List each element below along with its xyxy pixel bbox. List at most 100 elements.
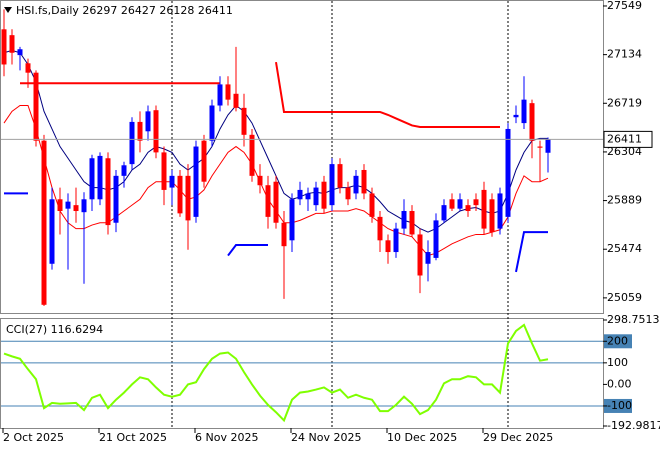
x-tick-label: 10 Dec 2025 (387, 431, 457, 444)
y-tick-label: 25474 (607, 242, 642, 255)
candle-body (329, 164, 335, 206)
y-tick-label: -192.9817 (607, 419, 660, 432)
level-label-box (604, 334, 632, 349)
y-tick-label: 25889 (607, 194, 642, 207)
candle-body (137, 121, 143, 141)
candle-body (345, 187, 351, 200)
indicator-title: CCI(27) 116.6294 (6, 323, 103, 336)
symbol-marker (4, 7, 12, 13)
candle-body (97, 155, 103, 200)
candle-body (521, 99, 527, 124)
last-price-box (603, 130, 653, 148)
candle-body (249, 134, 255, 176)
candle-body (393, 228, 399, 253)
candle-body (201, 140, 207, 182)
candle-body (1, 29, 7, 65)
candle-body (177, 175, 183, 214)
candle-body (209, 105, 215, 141)
candle-body (465, 205, 471, 212)
candle-body (49, 199, 55, 264)
candle-body (313, 187, 319, 206)
candle-body (113, 175, 119, 223)
cci-line (3, 323, 549, 423)
y-tick-label: -100 (607, 399, 632, 412)
candle-body (297, 189, 303, 200)
candle-body (481, 189, 487, 229)
level-label-box (604, 398, 632, 413)
candle-body (489, 199, 495, 233)
y-tick-label: 27549 (607, 0, 642, 12)
candle-body (473, 199, 479, 206)
candle-body (449, 199, 455, 209)
candle-body (369, 193, 375, 217)
y-tick-label: 100 (607, 356, 628, 369)
y-tick-label: 0.00 (607, 377, 632, 390)
indicator-line (20, 61, 500, 128)
x-tick-label: 6 Nov 2025 (195, 431, 258, 444)
candle-body (17, 49, 23, 56)
candle-body (289, 199, 295, 241)
cci-panel-frame (0, 318, 604, 429)
x-tick-label: 21 Oct 2025 (99, 431, 167, 444)
candle-body (409, 211, 415, 235)
candle-body (281, 222, 287, 247)
candle-body (217, 84, 223, 106)
candle-body (81, 199, 87, 213)
candle-body (129, 121, 135, 165)
candle-body (305, 193, 311, 200)
candle-body (161, 152, 167, 190)
price-panel-frame (0, 0, 604, 314)
candle-body (385, 240, 391, 253)
indicator-line (4, 192, 548, 273)
candle-body (241, 107, 247, 135)
candle-body (33, 72, 39, 141)
candle-body (353, 175, 359, 194)
candle-body (25, 63, 31, 73)
candle-body (401, 211, 407, 229)
y-tick-label: 26304 (607, 145, 642, 158)
chart-title: HSI.fs,Daily 26297 26427 26128 26411 (16, 4, 233, 17)
candle-body (545, 139, 551, 153)
candle-body (193, 146, 199, 217)
candle-body (457, 199, 463, 209)
candle-body (433, 220, 439, 258)
candle-body (9, 35, 15, 53)
last-price-label: 26411 (607, 132, 642, 145)
candle-body (257, 175, 263, 186)
candle-body (505, 128, 511, 217)
candle-body (233, 93, 239, 108)
candle-body (441, 205, 447, 221)
candle-body (57, 199, 63, 212)
x-tick-label: 2 Oct 2025 (3, 431, 64, 444)
candle-body (153, 110, 159, 153)
candle-body (337, 164, 343, 188)
candle-body (361, 169, 367, 194)
candle-body (417, 234, 423, 276)
candle-body (529, 103, 535, 141)
candle-body (425, 252, 431, 264)
y-tick-label: 25059 (607, 291, 642, 304)
candle-body (273, 181, 279, 223)
x-tick-label: 24 Nov 2025 (291, 431, 361, 444)
candle-body (41, 140, 47, 305)
candle-body (73, 205, 79, 212)
candle-body (225, 84, 231, 100)
candle-body (65, 201, 71, 209)
candle-body (105, 158, 111, 226)
y-tick-label: 27134 (607, 48, 642, 61)
y-tick-label: 26719 (607, 96, 642, 109)
candle-body (321, 181, 327, 209)
candle-body (121, 165, 127, 176)
y-tick-label: 200 (607, 334, 628, 347)
candle-body (169, 175, 175, 188)
y-tick-label: 298.7513 (607, 313, 660, 326)
candle-body (265, 185, 271, 217)
candle-body (185, 175, 191, 221)
candle-body (145, 111, 151, 132)
candle-body (377, 216, 383, 241)
candle-body (513, 114, 519, 118)
candle-body (89, 158, 95, 200)
candle-body (537, 146, 543, 148)
